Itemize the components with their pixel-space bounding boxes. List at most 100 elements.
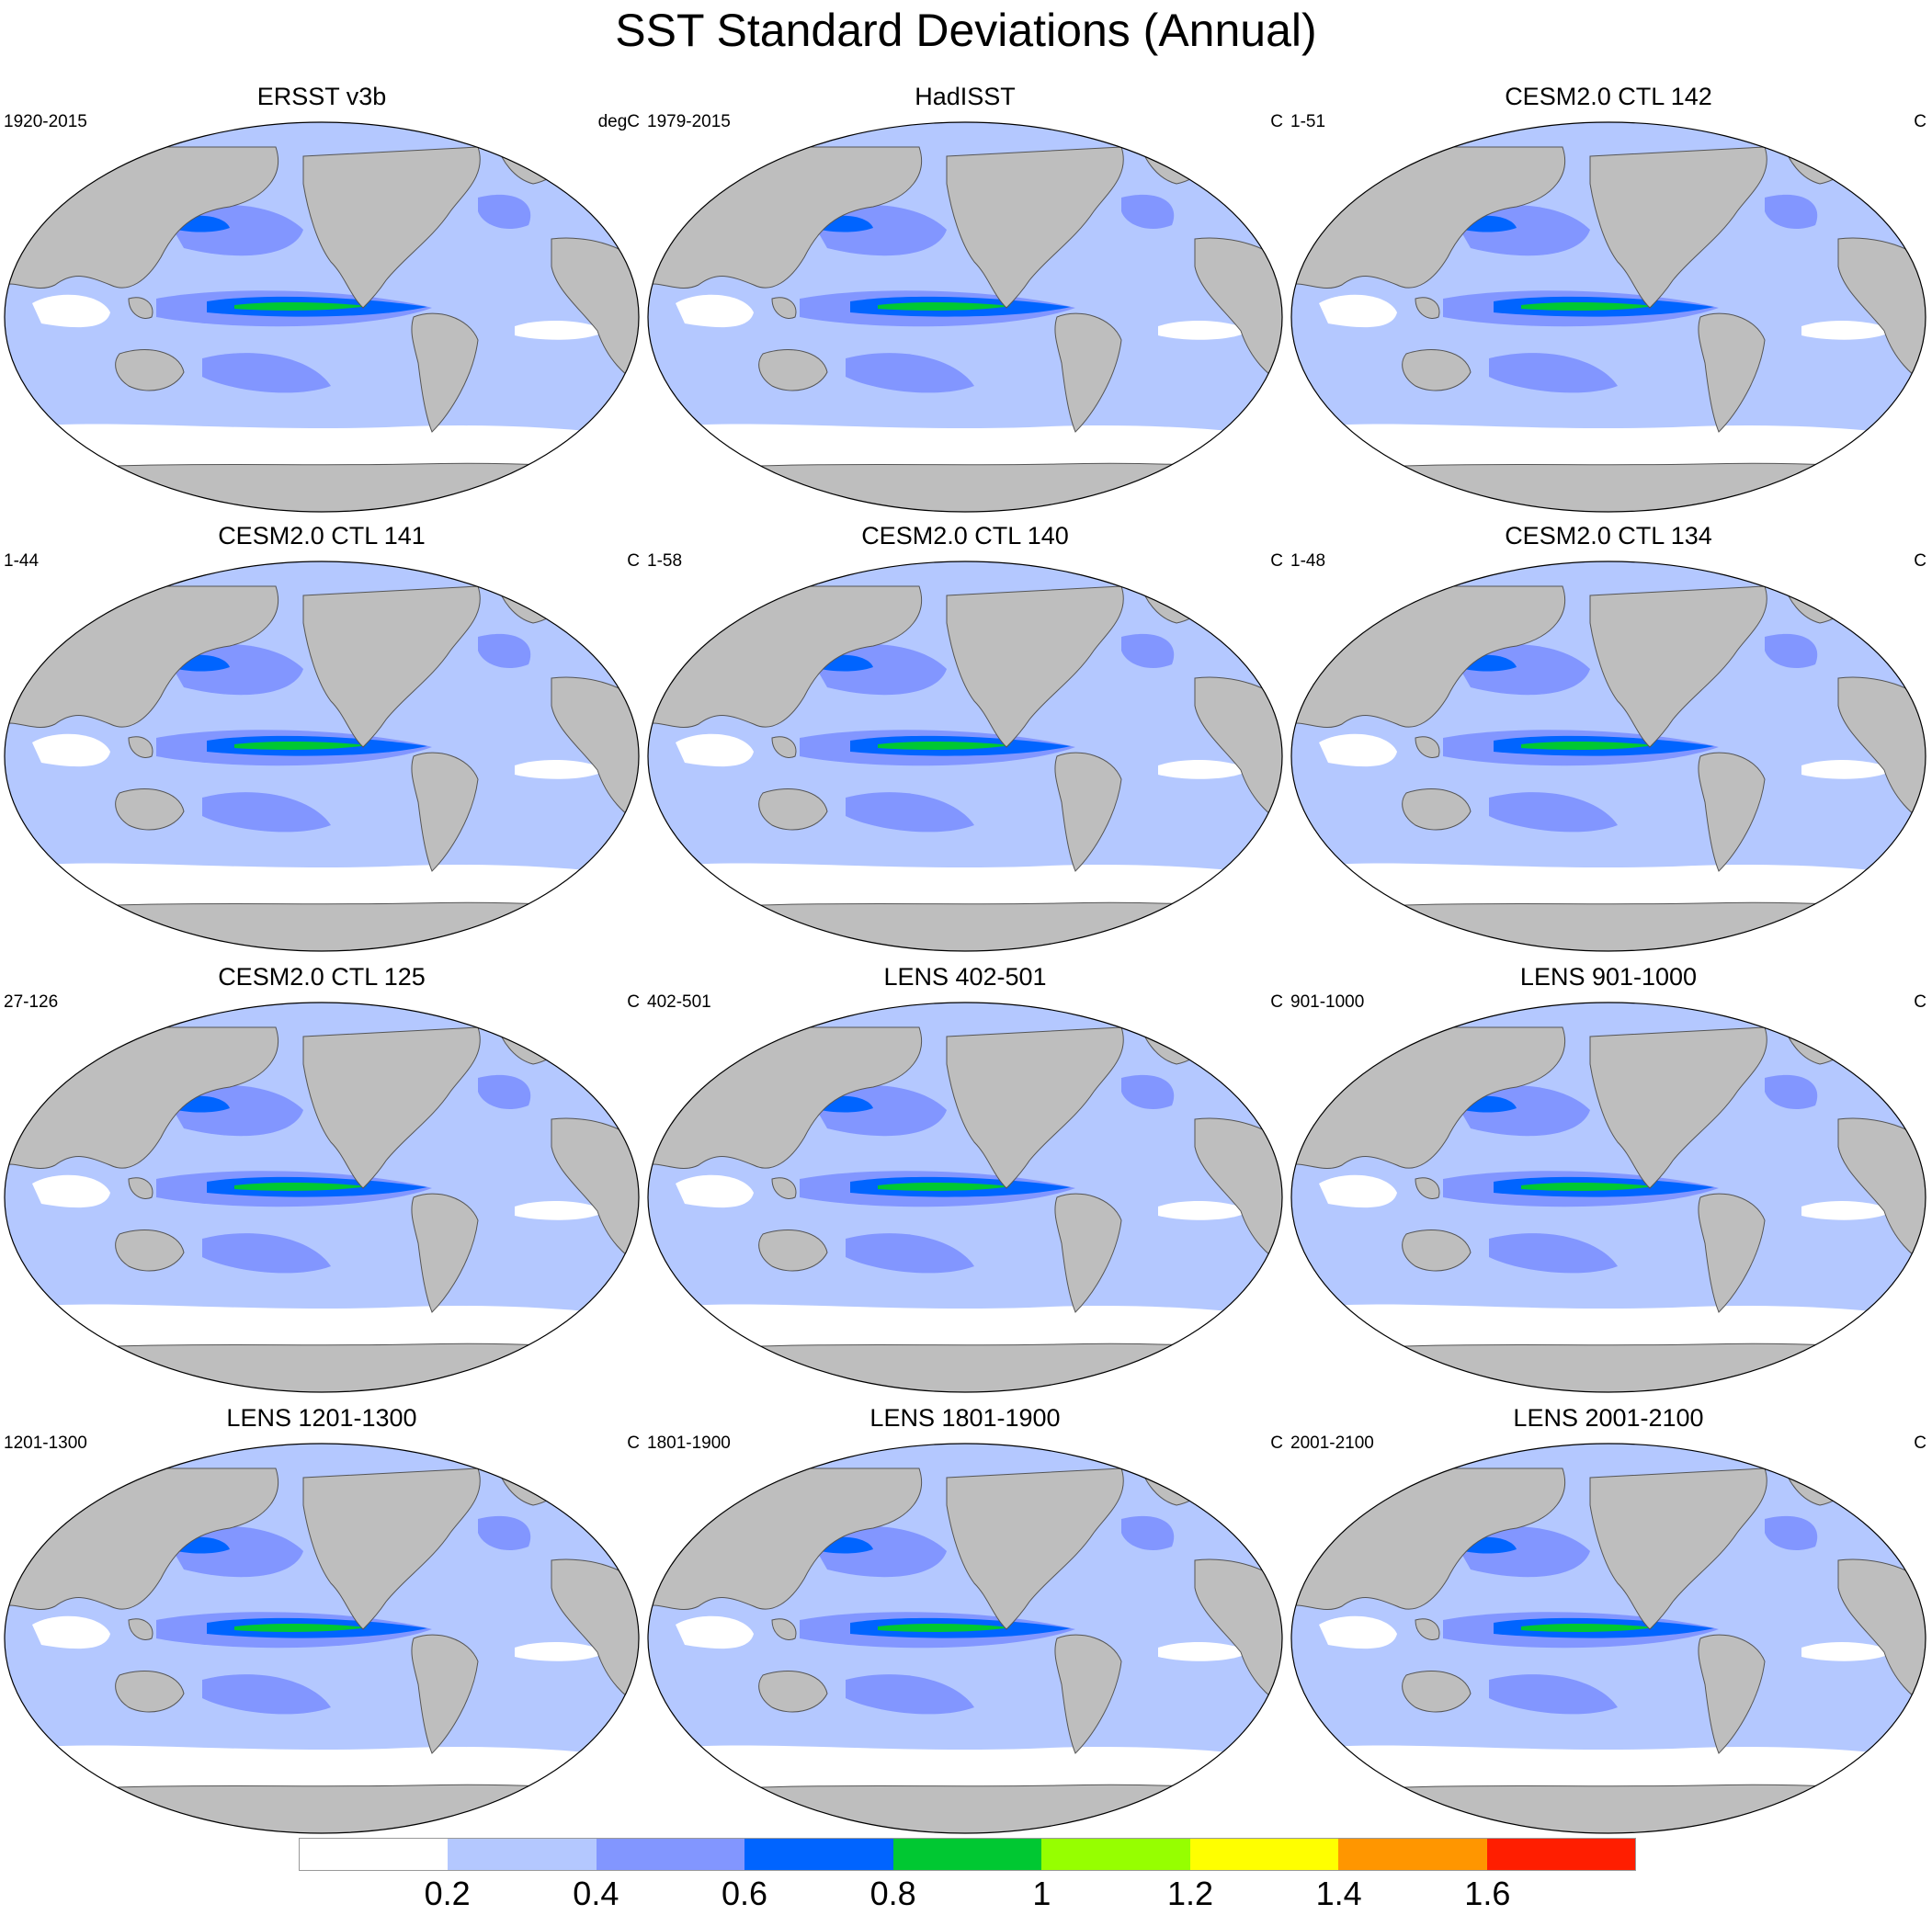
mid-sd-natl — [1121, 1515, 1175, 1551]
map-outline — [4, 561, 640, 952]
panel-period: 1979-2015 — [647, 112, 731, 131]
panel-units: C — [1270, 112, 1283, 131]
map-outline — [4, 1443, 640, 1834]
mid-sd-spac — [202, 1674, 331, 1715]
land-antarctica — [5, 1784, 639, 1833]
mid-sd-spac — [1489, 1233, 1618, 1274]
panel-title: LENS 1801-1900 — [869, 1404, 1061, 1432]
land-australia — [758, 1229, 828, 1272]
land-africa — [551, 1558, 639, 1708]
low-sd-indian — [1319, 733, 1397, 767]
map-outline — [647, 561, 1283, 952]
land-seasia — [128, 736, 153, 758]
land-south-america — [411, 752, 479, 872]
low-sd-atlantic — [1801, 759, 1893, 779]
land-antarctica — [5, 462, 639, 512]
mid-sd-spac — [202, 1233, 331, 1274]
land-seasia — [1415, 1618, 1440, 1640]
land-south-america — [1054, 752, 1122, 872]
world-map — [647, 561, 1283, 952]
panel-period: 901-1000 — [1290, 992, 1365, 1012]
map-outline — [1290, 561, 1926, 952]
world-map — [4, 121, 640, 513]
very-high-sd-enso — [878, 1183, 1011, 1191]
land-australia — [1402, 349, 1472, 391]
mid-sd-natl — [478, 194, 531, 230]
low-sd-indian — [676, 1174, 754, 1208]
mid-sd-natl — [1121, 194, 1175, 230]
mid-sd-spac — [202, 792, 331, 833]
land-seasia — [1415, 297, 1440, 319]
map-panel-6: CESM2.0 CTL 134 1-48 C — [1287, 522, 1930, 954]
very-high-sd-enso — [1521, 742, 1654, 750]
map-panel-11: LENS 1801-1900 1801-1900 C — [643, 1404, 1287, 1836]
mid-sd-natl — [1765, 633, 1818, 669]
land-australia — [115, 1229, 185, 1272]
map-panel-7: CESM2.0 CTL 125 27-126 C — [0, 963, 643, 1395]
mid-sd-spac — [1489, 1674, 1618, 1715]
colorbar-tick-label: 0.4 — [573, 1875, 619, 1912]
land-north-america — [1589, 1026, 1767, 1189]
panel-units: C — [1914, 1433, 1926, 1453]
land-antarctica — [648, 1343, 1282, 1392]
panel-units: C — [627, 1433, 640, 1453]
colorbar-bin-2 — [596, 1839, 745, 1870]
low-sd-indian — [32, 1174, 110, 1208]
land-australia — [115, 1671, 185, 1713]
colorbar-tick-label: 0.8 — [869, 1875, 916, 1912]
land-north-america — [946, 1467, 1124, 1630]
land-africa — [551, 1117, 639, 1267]
land-north-america — [1589, 1467, 1767, 1630]
mid-sd-natl — [478, 633, 531, 669]
land-north-america — [1589, 585, 1767, 748]
map-outline — [4, 1002, 640, 1393]
mid-sd-natl — [1765, 1515, 1818, 1551]
world-map — [647, 1002, 1283, 1393]
very-high-sd-enso — [1521, 1183, 1654, 1191]
panel-title: CESM2.0 CTL 142 — [1505, 83, 1712, 110]
land-seasia — [1415, 736, 1440, 758]
very-high-sd-enso — [234, 302, 368, 311]
land-australia — [1402, 1671, 1472, 1713]
mid-sd-spac — [846, 1674, 974, 1715]
colorbar-bin-1 — [448, 1839, 597, 1870]
map-panel-12: LENS 2001-2100 2001-2100 C — [1287, 1404, 1930, 1836]
land-seasia — [128, 1177, 153, 1199]
very-high-sd-enso — [878, 742, 1011, 750]
land-south-america — [1698, 752, 1766, 872]
land-south-america — [411, 1634, 479, 1754]
world-map — [4, 561, 640, 952]
panel-period: 1801-1900 — [647, 1433, 731, 1453]
very-high-sd-enso — [234, 742, 368, 750]
land-south-america — [1054, 1193, 1122, 1313]
land-australia — [758, 788, 828, 831]
colorbar-tick-label: 0.2 — [424, 1875, 471, 1912]
panel-period: 27-126 — [4, 992, 59, 1012]
panel-period: 1-48 — [1290, 551, 1326, 571]
colorbar-bin-4 — [892, 1839, 1042, 1870]
land-australia — [758, 1671, 828, 1713]
low-sd-atlantic — [515, 1200, 607, 1220]
map-outline — [4, 121, 640, 513]
colorbar-bin-0 — [300, 1839, 449, 1870]
land-north-america — [1589, 146, 1767, 309]
panel-title: CESM2.0 CTL 125 — [218, 963, 426, 991]
land-antarctica — [1291, 462, 1926, 512]
low-sd-indian — [676, 733, 754, 767]
land-seasia — [128, 1618, 153, 1640]
land-seasia — [771, 736, 797, 758]
figure-title: SST Standard Deviations (Annual) — [615, 5, 1317, 56]
panel-title: ERSST v3b — [256, 83, 387, 110]
land-africa — [551, 676, 639, 826]
land-south-america — [1054, 1634, 1122, 1754]
low-sd-atlantic — [1158, 320, 1250, 340]
panel-units: C — [1270, 551, 1283, 571]
land-antarctica — [5, 901, 639, 951]
very-high-sd-enso — [234, 1183, 368, 1191]
panel-units: C — [1270, 1433, 1283, 1453]
land-australia — [758, 349, 828, 391]
colorbar — [299, 1838, 1636, 1871]
map-panel-2: HadISST 1979-2015 C — [643, 83, 1287, 515]
mid-sd-natl — [478, 1074, 531, 1110]
land-australia — [115, 788, 185, 831]
